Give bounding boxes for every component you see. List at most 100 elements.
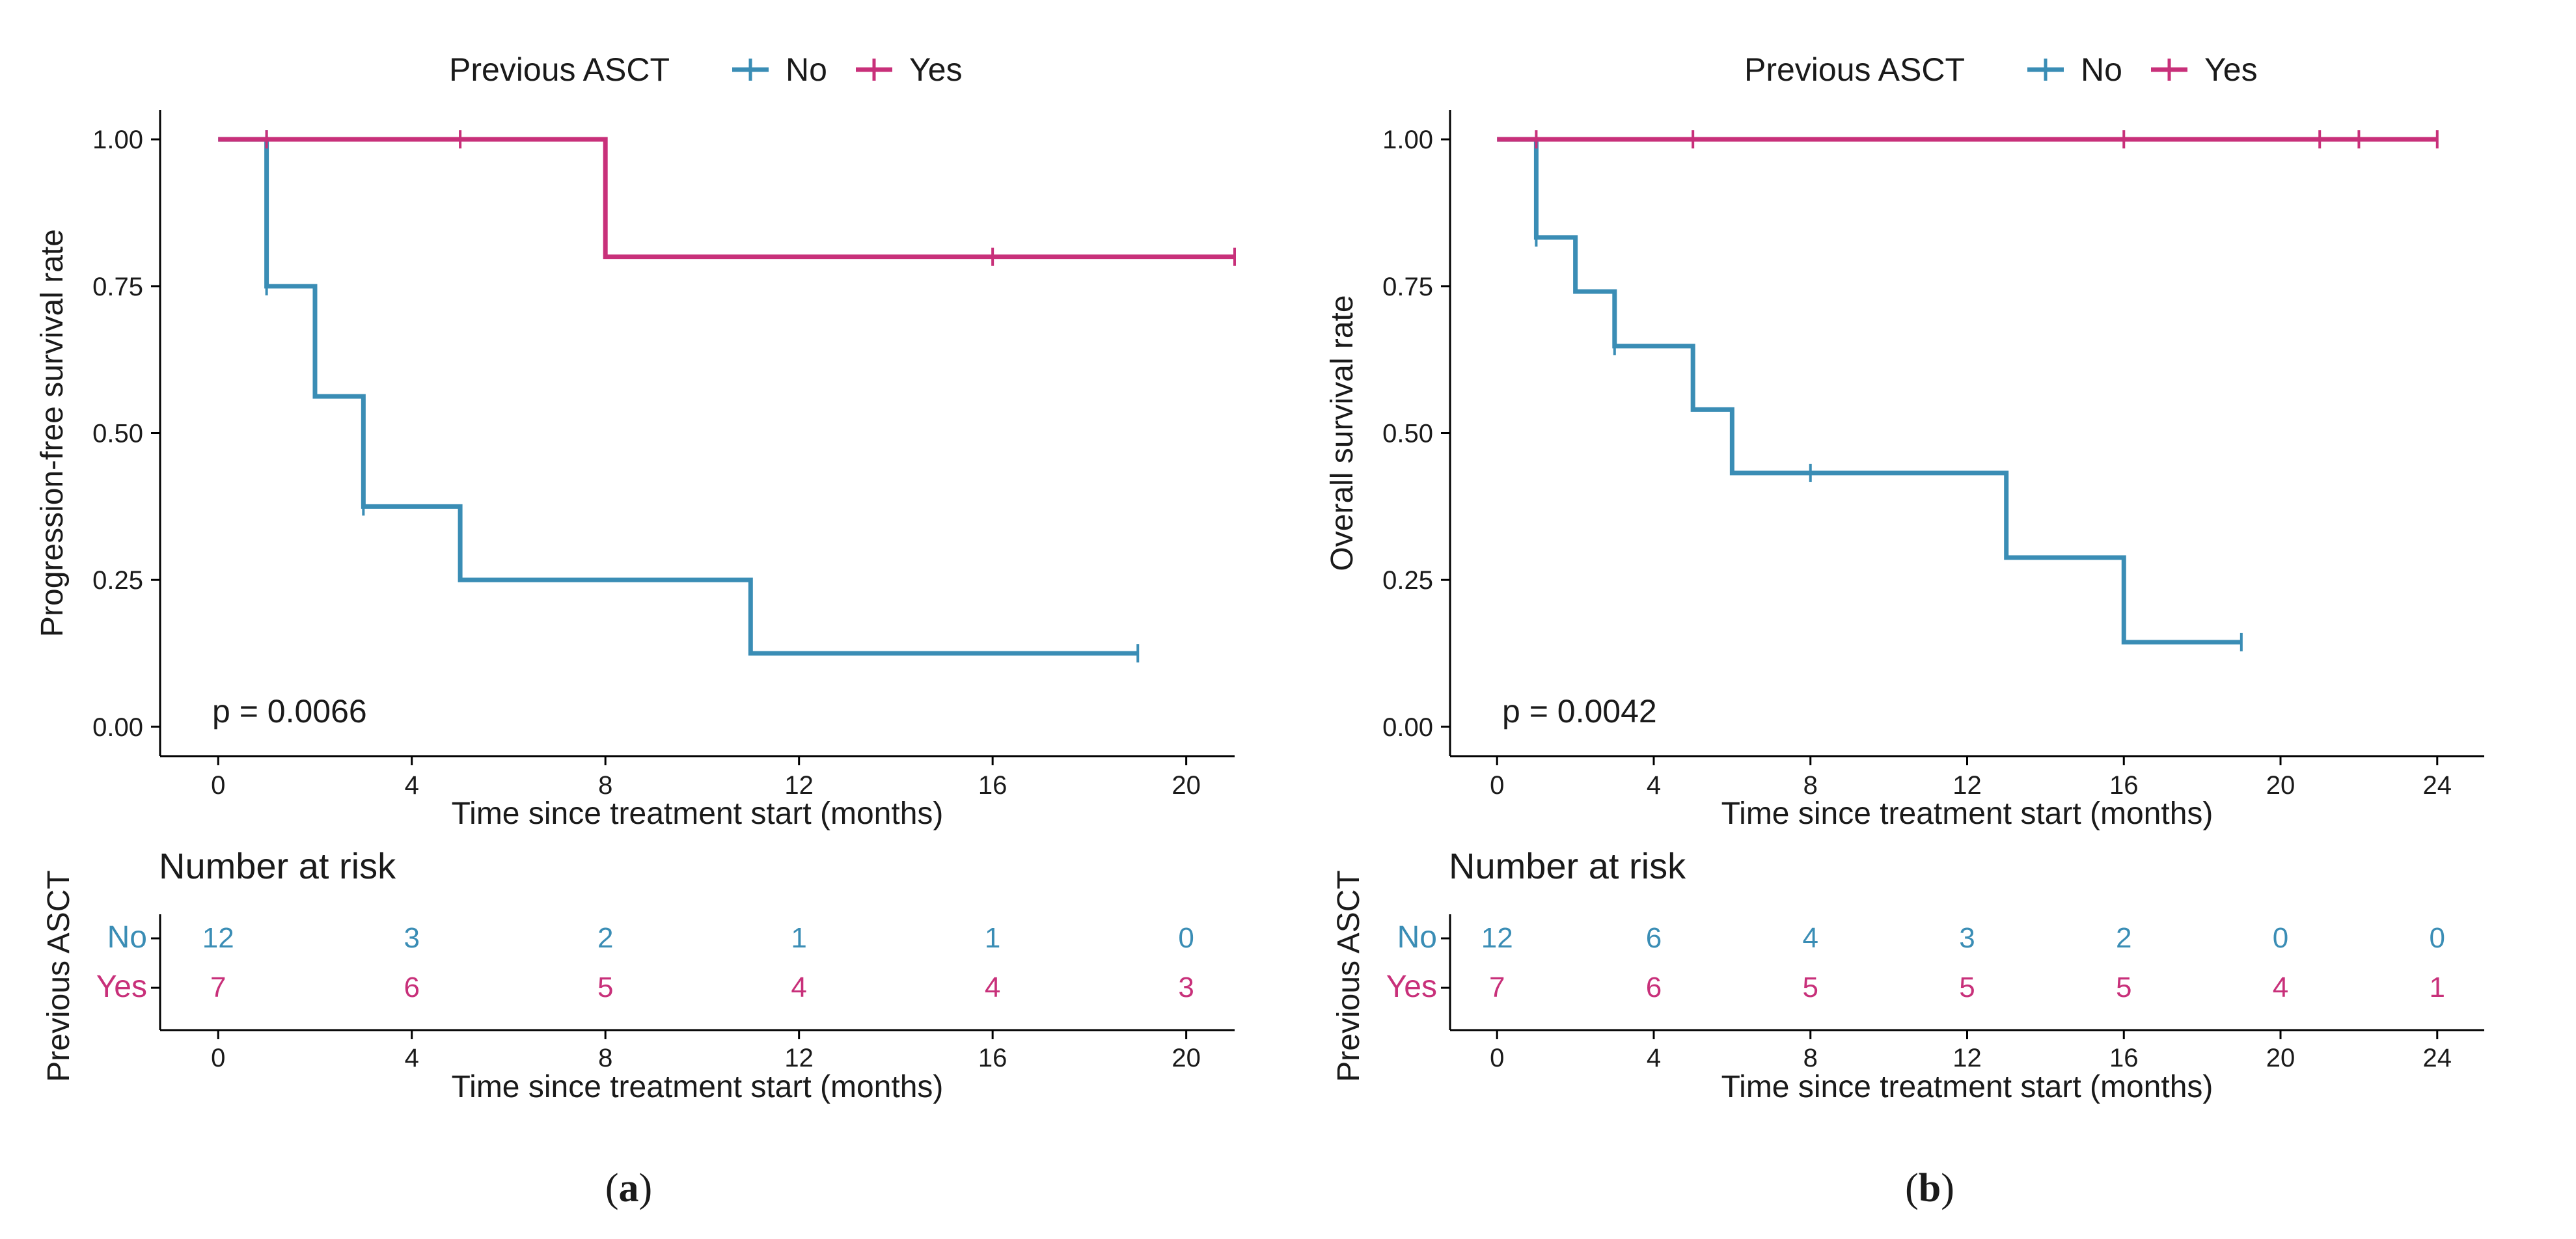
x-axis-title: Time since treatment start (months) [452, 796, 944, 831]
risk-count-yes: 4 [985, 972, 1000, 1003]
y-tick-label: 1.00 [1382, 126, 1433, 154]
risk-x-axis-title: Time since treatment start (months) [452, 1070, 944, 1104]
x-tick-label: 20 [2266, 771, 2295, 800]
risk-count-no: 12 [1481, 922, 1513, 954]
risk-count-no: 1 [791, 922, 806, 954]
survival-curve-no [218, 137, 1138, 656]
risk-x-tick-label: 8 [598, 1044, 612, 1072]
risk-count-no: 1 [985, 922, 1000, 954]
risk-x-tick-label: 12 [784, 1044, 814, 1072]
risk-x-tick-label: 16 [2109, 1044, 2139, 1072]
y-tick-label: 0.50 [1382, 420, 1433, 448]
risk-x-tick-label: 20 [2266, 1044, 2295, 1072]
y-tick-label: 0.00 [1382, 713, 1433, 742]
risk-count-no: 2 [2116, 922, 2131, 954]
y-tick-label: 0.00 [92, 713, 143, 742]
risk-table-title: Number at risk [159, 845, 396, 886]
survival-curve-no [1497, 137, 2241, 645]
risk-count-no: 0 [1178, 922, 1194, 954]
y-axis-title: Progression-free survival rate [35, 229, 70, 637]
panel-label: (b) [1905, 1166, 1954, 1210]
y-tick-label: 0.25 [1382, 566, 1433, 595]
risk-row-label-yes: Yes [1386, 970, 1437, 1004]
panel-label-close: ) [639, 1166, 653, 1210]
risk-count-yes: 4 [2273, 972, 2288, 1003]
x-tick-label: 8 [598, 771, 612, 800]
x-tick-label: 24 [2423, 771, 2452, 800]
legend-label-yes: Yes [909, 51, 963, 88]
chart-panel-a: Previous ASCT No Yes 0.00 0.25 0.50 0.75 1.00 0 4… [35, 51, 1236, 1210]
panel-label: (a) [605, 1166, 652, 1210]
x-tick-label: 8 [1803, 771, 1818, 800]
panel-label-open: ( [1905, 1166, 1919, 1210]
y-tick-label: 1.00 [92, 126, 143, 154]
risk-y-axis-title: Previous ASCT [1332, 870, 1366, 1082]
x-tick-label: 0 [211, 771, 225, 800]
risk-count-yes: 5 [2116, 972, 2131, 1003]
x-tick-label: 20 [1172, 771, 1201, 800]
risk-x-axis-title: Time since treatment start (months) [1721, 1070, 2213, 1104]
risk-x-tick-label: 8 [1803, 1044, 1818, 1072]
risk-x-tick-label: 16 [978, 1044, 1007, 1072]
risk-count-yes: 3 [1178, 972, 1194, 1003]
x-tick-label: 0 [1490, 771, 1504, 800]
x-tick-label: 16 [978, 771, 1007, 800]
x-tick-label: 12 [1953, 771, 1982, 800]
panel-label-letter: a [619, 1166, 639, 1210]
x-tick-label: 4 [405, 771, 419, 800]
risk-count-no: 0 [2273, 922, 2288, 954]
p-value: p = 0.0066 [212, 693, 367, 729]
risk-count-yes: 1 [2430, 972, 2445, 1003]
risk-x-tick-label: 20 [1172, 1044, 1201, 1072]
x-tick-label: 4 [1647, 771, 1661, 800]
risk-y-axis-title: Previous ASCT [42, 870, 76, 1082]
risk-x-tick-label: 12 [1953, 1044, 1982, 1072]
risk-row-label-no: No [1397, 920, 1437, 955]
risk-count-no: 4 [1803, 922, 1818, 954]
risk-count-no: 12 [202, 922, 234, 954]
legend: Previous ASCT No Yes [1744, 51, 2258, 88]
risk-x-tick-label: 4 [405, 1044, 419, 1072]
risk-count-yes: 7 [210, 972, 226, 1003]
panel-label-close: ) [1941, 1166, 1954, 1210]
risk-count-yes: 6 [404, 972, 419, 1003]
y-tick-label: 0.75 [92, 273, 143, 301]
risk-count-no: 2 [597, 922, 613, 954]
legend-label-no: No [786, 51, 827, 88]
legend: Previous ASCT No Yes [449, 51, 963, 88]
risk-table-title: Number at risk [1449, 845, 1686, 886]
risk-row-label-yes: Yes [96, 970, 147, 1004]
risk-x-tick-label: 24 [2423, 1044, 2452, 1072]
legend-title: Previous ASCT [1744, 51, 1965, 88]
risk-x-tick-label: 0 [1490, 1044, 1504, 1072]
x-axis-title: Time since treatment start (months) [1721, 796, 2213, 831]
y-tick-label: 0.75 [1382, 273, 1433, 301]
risk-count-no: 0 [2430, 922, 2445, 954]
risk-count-yes: 7 [1489, 972, 1505, 1003]
risk-count-yes: 5 [1803, 972, 1818, 1003]
y-axis-title: Overall survival rate [1325, 295, 1360, 571]
risk-count-no: 3 [404, 922, 419, 954]
chart-panel-b: Previous ASCT No Yes 0.00 0.25 0.50 0.75 1.00 0 4… [1325, 51, 2484, 1210]
risk-count-yes: 5 [1959, 972, 1975, 1003]
y-tick-label: 0.50 [92, 420, 143, 448]
risk-count-yes: 6 [1646, 972, 1662, 1003]
panel-label-open: ( [605, 1166, 619, 1210]
risk-x-tick-label: 0 [211, 1044, 225, 1072]
risk-x-tick-label: 4 [1647, 1044, 1661, 1072]
panel-label-letter: b [1919, 1166, 1941, 1210]
risk-count-no: 6 [1646, 922, 1662, 954]
risk-row-label-no: No [107, 920, 147, 955]
risk-count-yes: 5 [597, 972, 613, 1003]
survival-curve-yes [218, 137, 1235, 260]
risk-table: Number at risk No 12 3 2 1 1 0 Yes 7 6 5 4 4 3 0 4 8 12 16 2… [42, 845, 1235, 1104]
legend-title: Previous ASCT [449, 51, 670, 88]
risk-count-no: 3 [1959, 922, 1975, 954]
risk-count-yes: 4 [791, 972, 806, 1003]
legend-label-yes: Yes [2204, 51, 2258, 88]
p-value: p = 0.0042 [1502, 693, 1657, 729]
y-tick-label: 0.25 [92, 566, 143, 595]
